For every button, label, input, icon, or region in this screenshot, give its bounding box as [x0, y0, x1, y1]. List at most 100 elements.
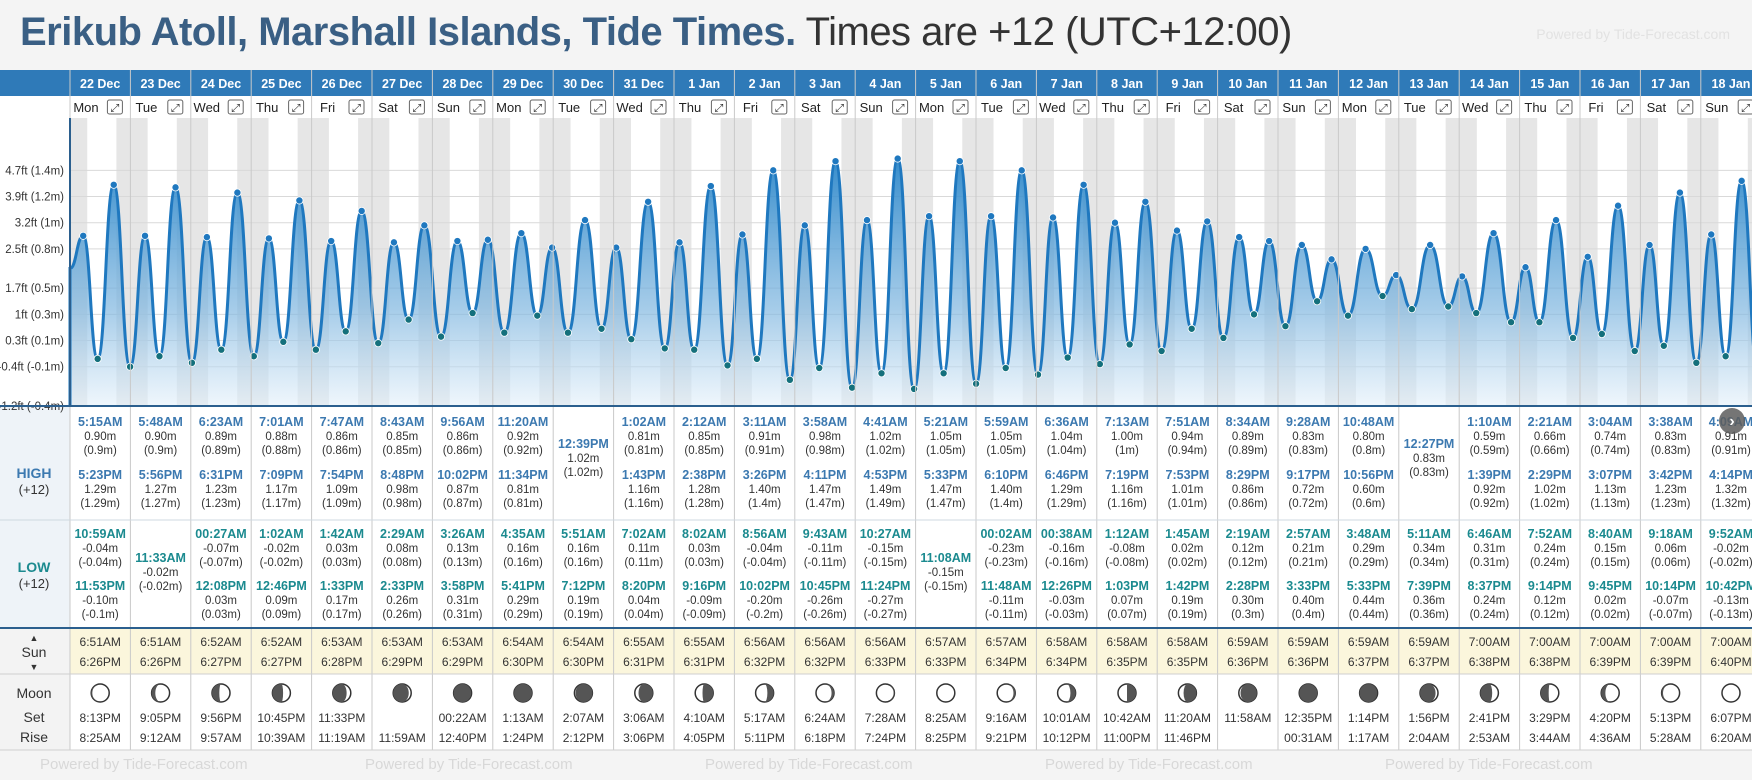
high-tide-point	[1265, 237, 1274, 246]
high-tide-point	[1614, 201, 1623, 210]
high-tide-height: 1.05m	[990, 431, 1022, 443]
expand-day-glyph: ⤢	[171, 103, 180, 115]
moonrise-time: 8:25PM	[925, 731, 966, 745]
day-date-label: 7 Jan	[1051, 77, 1083, 91]
moonrise-time: 11:19AM	[318, 731, 365, 745]
high-tide-point	[233, 188, 242, 197]
expand-day-glyph: ⤢	[1500, 103, 1509, 115]
high-tide-height-m: (1.05m)	[926, 445, 966, 457]
expand-day-icon	[1012, 99, 1029, 115]
high-tide-point	[581, 216, 590, 225]
low-tide-time: 10:42PM	[1706, 579, 1752, 593]
y-tick-label: -0.4ft (-0.1m)	[0, 362, 64, 374]
high-tide-time: 5:33PM	[924, 468, 968, 482]
high-tide-point	[800, 221, 809, 230]
day-date-label: 28 Dec	[442, 77, 482, 91]
day-weekday-label: Thu	[256, 100, 278, 115]
low-tide-height-m: (0.03m)	[201, 609, 241, 621]
low-tide-height-m: (-0.02m)	[1709, 557, 1752, 569]
low-tide-height: 0.12m	[1534, 595, 1566, 607]
day-date-label: 13 Jan	[1410, 77, 1449, 91]
sunset-time: 6:29PM	[442, 655, 483, 669]
scroll-right-icon[interactable]	[1719, 408, 1745, 434]
low-tide-time: 11:24PM	[860, 579, 910, 593]
high-tide-height-m: (1.4m)	[990, 498, 1023, 510]
moonrise-time: 00:31AM	[1284, 731, 1332, 745]
low-tide-height-m: (-0.03m)	[1045, 609, 1089, 621]
low-tide-point	[563, 328, 572, 337]
moonset-time: 9:05PM	[140, 711, 181, 725]
high-tide-point	[738, 230, 747, 239]
expand-day-icon	[1737, 99, 1752, 115]
low-tide-height-m: (-0.27m)	[864, 609, 908, 621]
day-weekday-label: Sun	[860, 100, 883, 115]
moonrise-time: 4:36AM	[1590, 731, 1631, 745]
high-tide-height: 0.85m	[386, 431, 418, 443]
high-tide-point	[1203, 217, 1212, 226]
high-tide-time: 4:14PM	[1709, 468, 1752, 482]
day-date-label: 5 Jan	[930, 77, 962, 91]
expand-day-icon	[1677, 99, 1694, 115]
high-tide-height: 1.40m	[749, 484, 781, 496]
expand-day-icon	[892, 99, 909, 115]
high-tide-height: 0.81m	[628, 431, 660, 443]
expand-day-icon	[106, 99, 123, 115]
high-tide-time: 12:27PM	[1404, 437, 1455, 451]
night-shade	[720, 118, 735, 406]
high-tide-height-m: (0.83m)	[1288, 445, 1328, 457]
low-tide-time: 00:38AM	[1041, 527, 1092, 541]
moonrise-time: 10:12PM	[1043, 731, 1091, 745]
sunset-time: 6:26PM	[80, 655, 121, 669]
sunrise-time: 6:52AM	[261, 635, 302, 649]
low-tide-height-m: (0.44m)	[1349, 609, 1389, 621]
moonset-time: 11:33PM	[318, 711, 365, 725]
expand-day-icon	[831, 99, 848, 115]
low-tide-time: 2:28PM	[1226, 579, 1270, 593]
low-tide-time: 8:20PM	[622, 579, 666, 593]
moonrise-time: 11:59AM	[379, 731, 426, 745]
high-tide-time: 6:46PM	[1045, 468, 1089, 482]
high-tide-height-m: (1.29m)	[80, 498, 120, 510]
day-date-label: 2 Jan	[749, 77, 781, 91]
powered-by-footer: Powered by Tide-Forecast.com Powered by …	[0, 752, 1752, 776]
low-tide-time: 5:11AM	[1407, 527, 1451, 541]
low-tide-height-m: (-0.11m)	[985, 609, 1028, 621]
sunset-time: 6:26PM	[140, 655, 181, 669]
moonset-time: 3:29PM	[1529, 711, 1570, 725]
high-tide-height: 1.04m	[1051, 431, 1083, 443]
moonset-time: 2:07AM	[563, 711, 604, 725]
high-tide-time: 10:56PM	[1343, 468, 1394, 482]
expand-day-glyph: ⤢	[956, 103, 965, 115]
low-tide-time: 2:19AM	[1226, 527, 1270, 541]
high-tide-height-m: (0.8m)	[1352, 445, 1385, 457]
low-tide-height: 0.36m	[1413, 595, 1445, 607]
low-tide-time: 00:02AM	[980, 527, 1031, 541]
sunrise-time: 7:00AM	[1469, 635, 1510, 649]
high-tide-time: 5:23PM	[78, 468, 122, 482]
high-tide-height-m: (0.98m)	[382, 498, 422, 510]
moon-phase-shadow	[1066, 684, 1076, 702]
low-tide-height-m: (0.03m)	[322, 557, 362, 569]
low-tide-time: 9:16PM	[682, 579, 726, 593]
low-tide-point	[910, 384, 919, 393]
low-tide-height: -0.03m	[1049, 595, 1085, 607]
low-tide-height: 0.11m	[628, 543, 659, 555]
low-tide-height: -0.10m	[82, 595, 118, 607]
day-date-label: 6 Jan	[990, 77, 1022, 91]
low-tide-time: 10:02PM	[739, 579, 790, 593]
high-tide-height-m: (1.09m)	[322, 498, 362, 510]
high-tide-height-m: (1.49m)	[866, 498, 906, 510]
high-tide-height: 0.83m	[1655, 431, 1687, 443]
day-date-label: 25 Dec	[261, 77, 301, 91]
low-tide-height: -0.07m	[1653, 595, 1689, 607]
low-tide-time: 8:40AM	[1588, 527, 1632, 541]
expand-day-glyph: ⤢	[594, 103, 603, 115]
high-tide-time: 3:04AM	[1588, 415, 1632, 429]
high-tide-height-m: (0.92m)	[503, 445, 543, 457]
moonrise-time: 8:25AM	[80, 731, 121, 745]
sunset-time: 6:37PM	[1408, 655, 1449, 669]
sunset-time: 6:35PM	[1167, 655, 1208, 669]
moon-phase-shadow	[1661, 684, 1671, 702]
day-weekday-label: Wed	[1462, 100, 1489, 115]
high-tide-height: 0.86m	[447, 431, 479, 443]
